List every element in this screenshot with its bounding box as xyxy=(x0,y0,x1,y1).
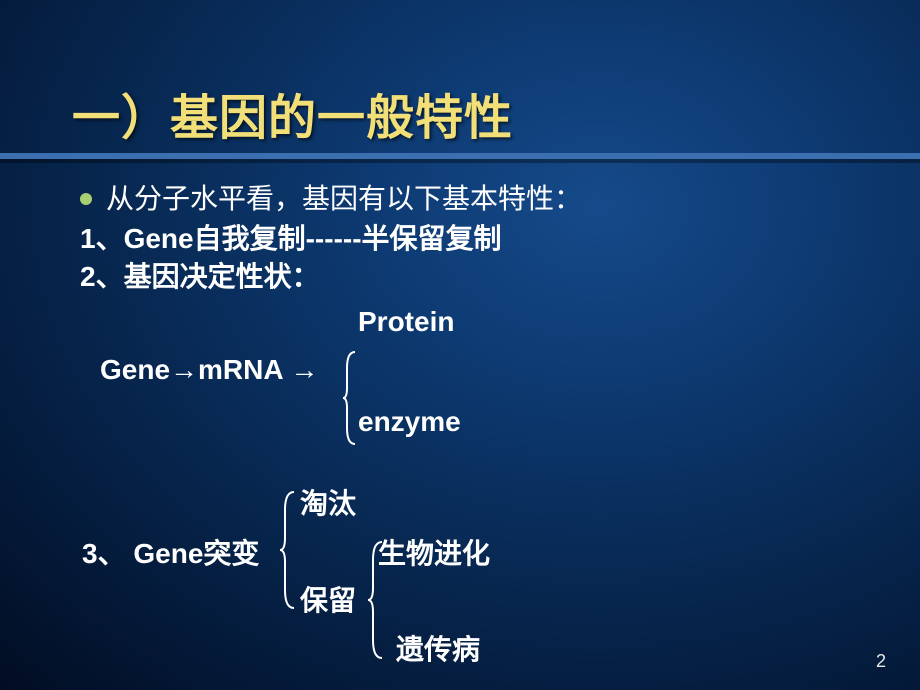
brace-2 xyxy=(280,490,302,610)
item-2: 2、基因决定性状： xyxy=(80,258,582,296)
item-3-num: 3、 xyxy=(82,538,126,569)
enzyme-row: enzyme xyxy=(80,403,582,443)
bullet-icon xyxy=(80,193,92,205)
item-1-num: 1、 xyxy=(80,223,124,254)
taotai-label: 淘汰 xyxy=(300,482,356,522)
enzyme-label: enzyme xyxy=(358,403,461,441)
item-1: 1、Gene自我复制------半保留复制 xyxy=(80,220,582,258)
item-2-num: 2、 xyxy=(80,261,124,292)
item-3: 3、 Gene突变 xyxy=(82,532,259,572)
title-underline-shadow xyxy=(0,159,920,163)
item-2-label: 基因决定性状： xyxy=(124,261,320,292)
yichuan-label: 遗传病 xyxy=(396,628,480,668)
slide-title: 一）基因的一般特性 xyxy=(72,78,513,148)
brace-3 xyxy=(368,540,390,660)
brace-1 xyxy=(343,350,363,446)
intro-line: 从分子水平看，基因有以下基本特性： xyxy=(80,180,582,218)
gene-mrna-label: Gene→mRNA → xyxy=(100,351,318,389)
protein-row: Protein xyxy=(80,303,582,343)
intro-text: 从分子水平看，基因有以下基本特性： xyxy=(106,183,582,214)
body-content: 从分子水平看，基因有以下基本特性： 1、Gene自我复制------半保留复制 … xyxy=(80,180,582,443)
gene-mrna-row: Gene→mRNA → xyxy=(80,351,582,395)
page-number: 2 xyxy=(876,651,886,672)
item-3-label: Gene突变 xyxy=(126,538,260,569)
baoliu-label: 保留 xyxy=(300,579,356,619)
item-1-label: Gene自我复制------半保留复制 xyxy=(124,223,502,254)
slide: 一）基因的一般特性 从分子水平看，基因有以下基本特性： 1、Gene自我复制--… xyxy=(0,0,920,690)
bioevolution-label: 生物进化 xyxy=(378,532,490,572)
protein-label: Protein xyxy=(358,303,454,341)
